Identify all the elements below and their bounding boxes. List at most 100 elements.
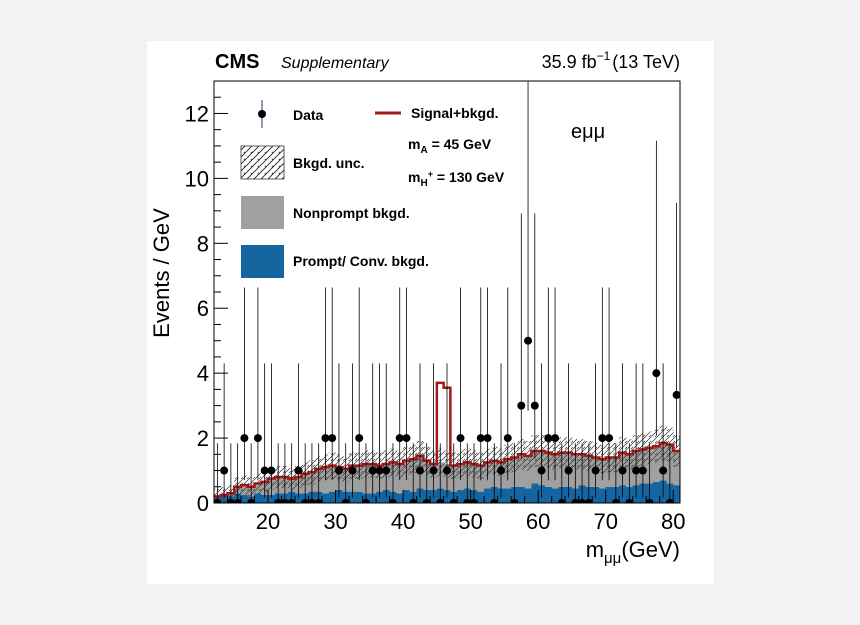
data-point — [409, 499, 418, 503]
data-point — [214, 499, 222, 503]
data-point — [672, 390, 680, 399]
x-tick-label: 60 — [526, 509, 550, 534]
data-point — [334, 466, 343, 475]
x-tick-label: 20 — [256, 509, 280, 534]
x-tick-label: 70 — [593, 509, 617, 534]
cms-label: CMS — [215, 51, 259, 73]
data-point — [361, 499, 370, 503]
x-tick-label: 80 — [661, 509, 685, 534]
data-point — [328, 434, 337, 443]
data-point — [557, 499, 566, 503]
prompt-bar — [605, 486, 613, 503]
data-point — [564, 466, 573, 475]
y-tick-label: 12 — [185, 101, 209, 126]
data-point — [395, 434, 404, 443]
data-point — [470, 499, 479, 503]
data-point — [497, 466, 506, 475]
data-point — [429, 466, 438, 475]
prompt-bar — [484, 488, 492, 503]
mass-h-annotation: mH+ = 130 GeV — [408, 169, 505, 189]
data-point — [544, 434, 553, 443]
data-point — [591, 466, 600, 475]
mass-a-annotation: mA = 45 GeV — [408, 136, 492, 156]
y-tick-label: 10 — [185, 166, 209, 191]
data-point — [307, 499, 316, 503]
data-point — [368, 466, 377, 475]
data-point — [382, 466, 391, 475]
data-point — [375, 466, 384, 475]
data-point — [388, 499, 397, 503]
data-point — [294, 466, 303, 475]
data-point — [598, 434, 607, 443]
x-tick-label: 30 — [323, 509, 347, 534]
prompt-bar — [295, 493, 303, 503]
legend-prompt-swatch — [241, 245, 284, 278]
channel-label: eμμ — [571, 121, 605, 143]
nonprompt-bar — [531, 451, 539, 484]
prompt-bar — [652, 481, 661, 503]
prompt-bar — [355, 491, 363, 503]
figure-panel: CMS Supplementary 35.9 fb−1 (13 TeV) 0 2 4 6… — [147, 41, 714, 584]
data-point — [510, 499, 519, 503]
data-point — [341, 499, 350, 503]
data-point — [645, 499, 654, 503]
data-point — [652, 369, 661, 378]
prompt-bar — [673, 485, 680, 503]
prompt-bar — [396, 493, 404, 503]
y-tick-label: 6 — [197, 296, 209, 321]
legend-prompt-label: Prompt/ Conv. bkgd. — [293, 253, 429, 269]
data-point — [314, 499, 323, 503]
nonprompt-bar — [524, 455, 532, 489]
data-point — [578, 499, 587, 503]
data-point — [240, 434, 249, 443]
legend-unc-label: Bkgd. unc. — [293, 155, 365, 171]
data-point — [665, 499, 674, 503]
x-tick-label: 50 — [458, 509, 482, 534]
prompt-bar — [268, 494, 276, 503]
data-point — [220, 466, 229, 475]
data-point — [456, 434, 465, 443]
data-point — [415, 466, 424, 475]
data-point — [422, 499, 431, 503]
data-point — [463, 499, 472, 503]
x-axis-title: mμμ(GeV) — [586, 537, 680, 567]
legend: Data Signal+bkgd. Bkgd. unc. Nonprompt b… — [240, 100, 499, 278]
prompt-bar — [524, 488, 532, 503]
prompt-bar — [598, 488, 607, 503]
data-point — [402, 434, 411, 443]
data-point — [638, 466, 647, 475]
nonprompt-bar — [673, 451, 680, 486]
prompt-bar — [544, 486, 553, 503]
prompt-bar — [477, 491, 485, 503]
data-point — [267, 466, 276, 475]
prompt-bar — [328, 491, 336, 503]
data-point — [537, 466, 546, 475]
data-point — [247, 499, 256, 503]
data-point — [301, 499, 310, 503]
data-point — [517, 401, 526, 410]
prompt-bar — [403, 490, 411, 503]
data-point — [584, 499, 593, 503]
data-point — [551, 434, 560, 443]
chart-svg: CMS Supplementary 35.9 fb−1 (13 TeV) 0 2 4 6… — [149, 49, 685, 567]
legend-nonprompt-label: Nonprompt bkgd. — [293, 205, 410, 221]
data-point — [280, 499, 289, 503]
prompt-bar — [531, 483, 539, 503]
data-point — [659, 466, 668, 475]
data-point — [490, 499, 499, 503]
data-point — [605, 434, 614, 443]
data-point — [625, 499, 634, 503]
prompt-bar — [369, 493, 377, 503]
prompt-bar — [457, 490, 465, 503]
data-point — [443, 466, 451, 475]
prompt-bar — [322, 493, 330, 503]
data-point — [530, 401, 539, 410]
data-point — [449, 499, 458, 503]
signal-bkgd-line — [214, 381, 680, 498]
data-point — [632, 466, 641, 475]
data-point — [226, 499, 235, 503]
data-point — [436, 499, 445, 503]
prompt-bar — [261, 494, 269, 503]
luminosity-label: 35.9 fb−1 (13 TeV) — [542, 49, 680, 72]
legend-data-marker — [258, 110, 266, 118]
